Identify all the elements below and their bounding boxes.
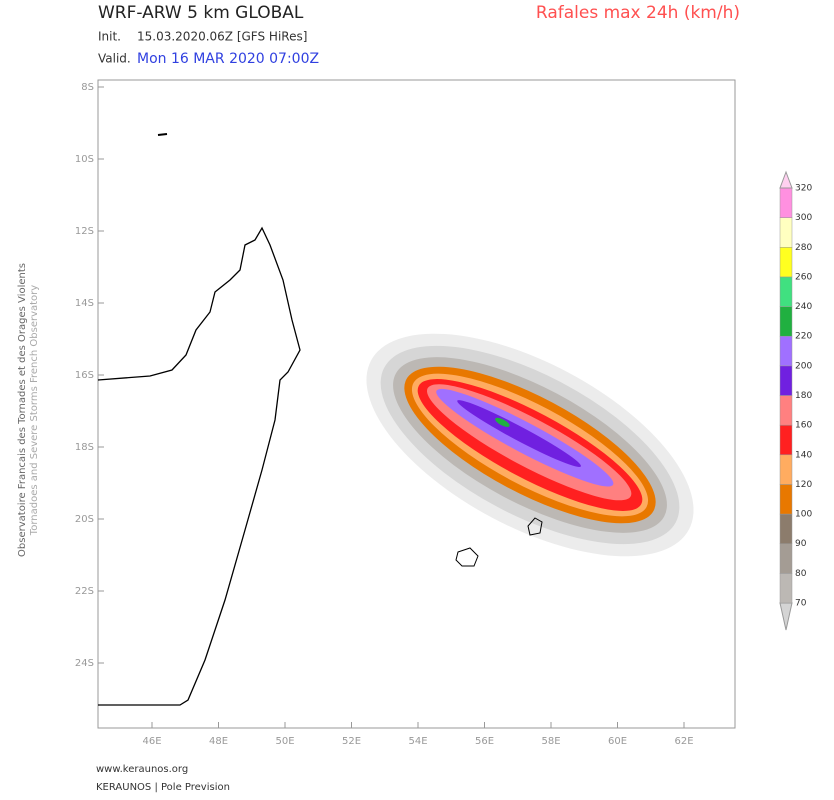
map-frame (97, 79, 736, 729)
colorbar-label: 220 (795, 332, 812, 342)
colorbar-bottom (779, 602, 793, 631)
lon-label: 54E (408, 736, 427, 747)
colorbar-label: 280 (795, 243, 812, 253)
product-title: Rafales max 24h (km/h) (536, 3, 740, 23)
lat-label: 18S (75, 442, 94, 453)
lon-label: 60E (608, 736, 627, 747)
colorbar-segment (779, 513, 793, 544)
colorbar-segment (779, 484, 793, 515)
colorbar-label: 300 (795, 213, 812, 223)
colorbar-label: 180 (795, 391, 812, 401)
colorbar-segment (779, 217, 793, 248)
colorbar-segment (779, 335, 793, 367)
lon-label: 52E (342, 736, 361, 747)
colorbar-segment (779, 395, 793, 426)
colorbar-label: 200 (795, 361, 812, 371)
init-label: Init. (98, 30, 121, 44)
colorbar-segment (779, 306, 793, 337)
lon-label: 56E (475, 736, 494, 747)
colorbar-segment (779, 365, 793, 396)
valid-value: Mon 16 MAR 2020 07:00Z (137, 51, 319, 67)
storm (366, 333, 694, 557)
colorbar-label: 90 (795, 539, 807, 549)
lon-label: 46E (142, 736, 161, 747)
lon-label: 48E (209, 736, 228, 747)
side-text-fr: Observatoire Francais des Tornades et de… (17, 263, 28, 557)
lat-label: 16S (75, 370, 94, 381)
valid-label: Valid. (98, 52, 131, 66)
lon-label: 50E (275, 736, 294, 747)
colorbar-label: 100 (795, 510, 812, 520)
model-title: WRF-ARW 5 km GLOBAL (98, 3, 304, 23)
colorbar-label: 160 (795, 421, 812, 431)
colorbar-label: 240 (795, 302, 812, 312)
lat-label: 22S (75, 586, 94, 597)
island (157, 133, 168, 136)
colorbar-segment (779, 454, 793, 485)
lat-label: 14S (75, 298, 94, 309)
colorbar-segment (779, 543, 793, 574)
colorbar-top (779, 170, 793, 189)
colorbar-segment (779, 247, 793, 278)
reunion (455, 547, 479, 567)
footer-credit: KERAUNOS | Pole Prevision (96, 782, 230, 793)
mauritius (527, 517, 543, 536)
footer-url: www.keraunos.org (96, 764, 188, 775)
lon-label: 62E (674, 736, 693, 747)
colorbar-label: 260 (795, 272, 812, 282)
lat-label: 24S (75, 658, 94, 669)
side-text: Observatoire Francais des Tornades et de… (17, 263, 40, 557)
colorbar-label: 70 (795, 599, 807, 609)
lat-label: 10S (75, 154, 94, 165)
lon-label: 58E (541, 736, 560, 747)
colorbar-label: 320 (795, 184, 812, 194)
colorbar-label: 80 (795, 569, 807, 579)
colorbar-segment (779, 424, 793, 456)
lat-label: 12S (75, 226, 94, 237)
lat-label: 20S (75, 514, 94, 525)
side-text-en: Tornadoes and Severe Storms French Obser… (29, 285, 40, 536)
colorbar-segment (779, 187, 793, 218)
colorbar-label: 140 (795, 450, 812, 460)
colorbar-segment (779, 276, 793, 307)
madagascar-coast (97, 226, 301, 706)
lat-label: 8S (81, 82, 94, 93)
init-value: 15.03.2020.06Z [GFS HiRes] (137, 30, 307, 44)
colorbar-label: 120 (795, 480, 812, 490)
colorbar-segment (779, 573, 793, 604)
